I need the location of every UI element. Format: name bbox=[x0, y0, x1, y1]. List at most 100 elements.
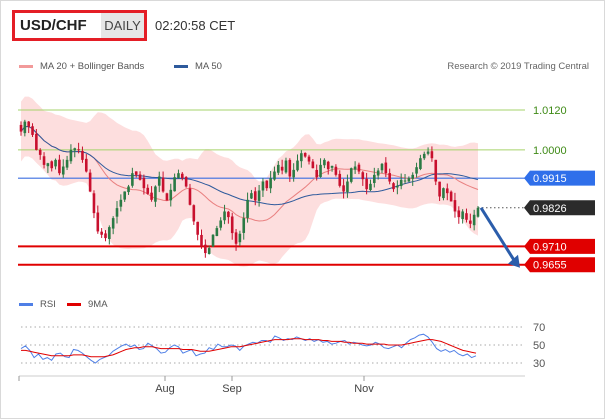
candle-body bbox=[180, 173, 184, 179]
candle-body bbox=[399, 179, 403, 187]
ma9-swatch bbox=[67, 303, 81, 306]
candle-body bbox=[146, 187, 150, 194]
candle-body bbox=[31, 126, 34, 135]
candle-body bbox=[230, 216, 234, 234]
instrument-header[interactable]: USD/CHF DAILY bbox=[12, 10, 147, 41]
candle-body bbox=[273, 171, 276, 180]
ma50-swatch bbox=[174, 65, 188, 68]
candle-body bbox=[215, 228, 219, 237]
candle-body bbox=[280, 166, 284, 171]
candle-body bbox=[453, 200, 457, 212]
rsi-tick-0: 70 bbox=[533, 322, 545, 334]
price-badge-4 bbox=[524, 238, 595, 254]
candle-body bbox=[380, 163, 384, 171]
x-tick-label-0: Aug bbox=[155, 383, 175, 395]
candle-body bbox=[338, 173, 342, 186]
candle-body bbox=[227, 211, 230, 218]
candle-body bbox=[349, 168, 353, 182]
candle-body bbox=[438, 181, 441, 197]
candle-body bbox=[100, 231, 103, 235]
candle-body bbox=[169, 189, 173, 201]
candle-body bbox=[88, 172, 92, 192]
candle-body bbox=[35, 133, 38, 150]
candle-body bbox=[207, 248, 211, 254]
candle-body bbox=[353, 166, 357, 170]
candle-body bbox=[415, 167, 418, 174]
x-tick-label-2: Nov bbox=[354, 383, 374, 395]
price-label-3: 0.9826 bbox=[533, 203, 567, 215]
candle-body bbox=[449, 191, 453, 202]
candle-body bbox=[388, 173, 391, 182]
candle-body bbox=[422, 153, 426, 159]
candle-body bbox=[65, 159, 69, 168]
candle-body bbox=[365, 178, 368, 190]
candle-body bbox=[326, 161, 330, 170]
candle-body bbox=[300, 153, 303, 162]
candle-body bbox=[38, 149, 42, 155]
candle-body bbox=[104, 233, 107, 239]
candle-body bbox=[330, 165, 334, 168]
legend-ma20: MA 20 + Bollinger Bands bbox=[19, 61, 144, 72]
candle-body bbox=[115, 208, 119, 217]
x-tick-label-1: Sep bbox=[222, 383, 242, 395]
candle-body bbox=[150, 192, 153, 200]
candle-body bbox=[392, 183, 395, 190]
candle-body bbox=[303, 152, 307, 157]
candle-body bbox=[127, 186, 130, 193]
candle-body bbox=[42, 156, 46, 165]
candle-body bbox=[315, 169, 319, 178]
price-label-0: 1.0120 bbox=[533, 105, 567, 117]
candle-body bbox=[461, 211, 464, 220]
price-badge-3 bbox=[524, 200, 595, 216]
candle-body bbox=[296, 160, 299, 171]
ma20-line bbox=[20, 126, 479, 222]
candle-body bbox=[73, 148, 77, 151]
candle-body bbox=[411, 174, 415, 179]
candle-body bbox=[131, 173, 134, 186]
candle-body bbox=[253, 191, 257, 201]
candle-body bbox=[108, 227, 111, 240]
candle-body bbox=[58, 159, 61, 174]
candle-body bbox=[234, 232, 238, 244]
candle-body bbox=[200, 234, 203, 247]
candle-body bbox=[261, 181, 265, 191]
candle-body bbox=[77, 149, 80, 151]
candle-body bbox=[419, 158, 422, 169]
candle-body bbox=[92, 193, 96, 214]
rsi-ma9-line bbox=[21, 338, 477, 358]
bollinger-band bbox=[21, 96, 478, 267]
period-label[interactable]: DAILY bbox=[101, 13, 144, 38]
candle-body bbox=[288, 159, 292, 177]
candle-body bbox=[246, 199, 249, 218]
candle-body bbox=[342, 185, 345, 192]
price-label-2: 0.9915 bbox=[533, 173, 567, 185]
candle-body bbox=[265, 180, 269, 189]
candle-body bbox=[192, 205, 196, 222]
candle-body bbox=[173, 177, 176, 192]
candle-body bbox=[69, 149, 73, 162]
candle-body bbox=[361, 172, 365, 180]
candle-body bbox=[219, 220, 222, 228]
candle-body bbox=[123, 191, 126, 200]
candle-body bbox=[119, 199, 123, 207]
candle-body bbox=[184, 177, 188, 187]
candle-body bbox=[154, 186, 157, 202]
candle-body bbox=[223, 211, 226, 221]
candle-body bbox=[96, 212, 100, 232]
price-label-1: 1.0000 bbox=[533, 145, 567, 157]
candle-body bbox=[50, 161, 54, 169]
legend-ma50: MA 50 bbox=[174, 61, 222, 72]
forecast-arrow-shaft bbox=[479, 206, 517, 263]
legend-ma20-label: MA 20 + Bollinger Bands bbox=[40, 61, 145, 72]
rsi-tick-2: 30 bbox=[533, 358, 545, 370]
candle-body bbox=[81, 150, 84, 160]
candle-body bbox=[161, 177, 165, 192]
candle-body bbox=[23, 121, 27, 134]
candle-body bbox=[165, 193, 169, 201]
candle-body bbox=[465, 213, 468, 220]
candle-body bbox=[46, 163, 50, 167]
forecast-arrow-head bbox=[508, 254, 520, 268]
candle-body bbox=[27, 121, 30, 127]
symbol-label: USD/CHF bbox=[20, 17, 87, 34]
